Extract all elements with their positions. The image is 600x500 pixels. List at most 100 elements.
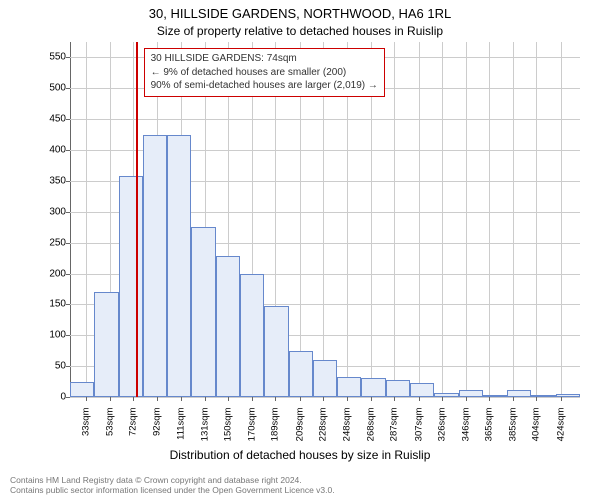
histogram-bar	[191, 227, 215, 397]
xtick-mark	[371, 397, 372, 401]
xtick-label: 33sqm	[80, 408, 91, 458]
ytick-mark	[66, 150, 70, 151]
histogram-bar	[264, 306, 288, 397]
y-axis-line	[70, 42, 71, 397]
xtick-label: 92sqm	[152, 408, 163, 458]
ytick-label: 50	[36, 361, 66, 372]
chart-title-description: Size of property relative to detached ho…	[0, 24, 600, 38]
gridline-v	[86, 42, 87, 397]
ytick-mark	[66, 274, 70, 275]
xtick-label: 404sqm	[531, 408, 542, 458]
histogram-bar	[313, 360, 337, 397]
xtick-mark	[300, 397, 301, 401]
histogram-bar	[119, 176, 143, 397]
histogram-bar	[483, 395, 507, 397]
xtick-mark	[347, 397, 348, 401]
xtick-label: 53sqm	[105, 408, 116, 458]
xtick-label: 424sqm	[555, 408, 566, 458]
histogram-bar	[361, 378, 385, 397]
histogram-bar	[70, 382, 94, 397]
xtick-mark	[536, 397, 537, 401]
histogram-bar	[143, 135, 167, 397]
attribution-footer: Contains HM Land Registry data © Crown c…	[10, 475, 335, 496]
xtick-label: 131sqm	[199, 408, 210, 458]
gridline-v	[513, 42, 514, 397]
histogram-bar	[434, 393, 458, 397]
histogram-bar	[337, 377, 361, 397]
xtick-label: 209sqm	[294, 408, 305, 458]
xtick-label: 170sqm	[247, 408, 258, 458]
gridline-v	[442, 42, 443, 397]
ytick-mark	[66, 243, 70, 244]
xtick-mark	[394, 397, 395, 401]
ytick-label: 400	[36, 145, 66, 156]
xtick-label: 307sqm	[413, 408, 424, 458]
xtick-mark	[205, 397, 206, 401]
histogram-bar	[386, 380, 410, 397]
gridline-v	[466, 42, 467, 397]
chart-plot-area: 30 HILLSIDE GARDENS: 74sqm← 9% of detach…	[70, 42, 580, 397]
xtick-mark	[252, 397, 253, 401]
xtick-label: 150sqm	[222, 408, 233, 458]
callout-line-1: 30 HILLSIDE GARDENS: 74sqm	[151, 52, 378, 66]
property-callout: 30 HILLSIDE GARDENS: 74sqm← 9% of detach…	[144, 48, 385, 97]
gridline-h	[70, 397, 580, 398]
xtick-label: 346sqm	[460, 408, 471, 458]
ytick-mark	[66, 57, 70, 58]
ytick-mark	[66, 335, 70, 336]
histogram-bar	[410, 383, 434, 397]
callout-line-3: 90% of semi-detached houses are larger (…	[151, 79, 378, 93]
xtick-mark	[181, 397, 182, 401]
histogram-bar	[507, 390, 531, 397]
xtick-label: 228sqm	[317, 408, 328, 458]
xtick-mark	[513, 397, 514, 401]
xtick-mark	[133, 397, 134, 401]
xtick-label: 365sqm	[483, 408, 494, 458]
histogram-bar	[240, 274, 264, 397]
ytick-mark	[66, 88, 70, 89]
xtick-mark	[275, 397, 276, 401]
gridline-v	[394, 42, 395, 397]
histogram-bar	[556, 394, 580, 397]
gridline-v	[536, 42, 537, 397]
histogram-bar	[94, 292, 118, 397]
histogram-bar	[531, 395, 555, 397]
ytick-mark	[66, 397, 70, 398]
gridline-v	[419, 42, 420, 397]
xtick-mark	[442, 397, 443, 401]
histogram-bar	[289, 351, 313, 397]
histogram-bar	[459, 390, 483, 397]
ytick-label: 350	[36, 175, 66, 186]
histogram-bar	[216, 256, 240, 397]
property-marker-line	[136, 42, 138, 397]
ytick-label: 250	[36, 237, 66, 248]
footer-line-2: Contains public sector information licen…	[10, 485, 335, 496]
xtick-label: 385sqm	[508, 408, 519, 458]
xtick-mark	[419, 397, 420, 401]
ytick-mark	[66, 181, 70, 182]
histogram-bar	[167, 135, 191, 397]
gridline-h	[70, 119, 580, 120]
xtick-mark	[466, 397, 467, 401]
ytick-label: 500	[36, 83, 66, 94]
ytick-label: 450	[36, 114, 66, 125]
ytick-mark	[66, 119, 70, 120]
xtick-label: 287sqm	[389, 408, 400, 458]
xtick-label: 268sqm	[366, 408, 377, 458]
ytick-mark	[66, 304, 70, 305]
xtick-label: 189sqm	[270, 408, 281, 458]
xtick-mark	[323, 397, 324, 401]
xtick-mark	[86, 397, 87, 401]
ytick-label: 200	[36, 268, 66, 279]
xtick-mark	[110, 397, 111, 401]
gridline-v	[489, 42, 490, 397]
xtick-mark	[489, 397, 490, 401]
ytick-label: 100	[36, 330, 66, 341]
xtick-mark	[228, 397, 229, 401]
callout-line-2: ← 9% of detached houses are smaller (200…	[151, 66, 378, 80]
xtick-mark	[561, 397, 562, 401]
xtick-mark	[157, 397, 158, 401]
ytick-mark	[66, 366, 70, 367]
chart-title-address: 30, HILLSIDE GARDENS, NORTHWOOD, HA6 1RL	[0, 6, 600, 21]
xtick-label: 326sqm	[436, 408, 447, 458]
